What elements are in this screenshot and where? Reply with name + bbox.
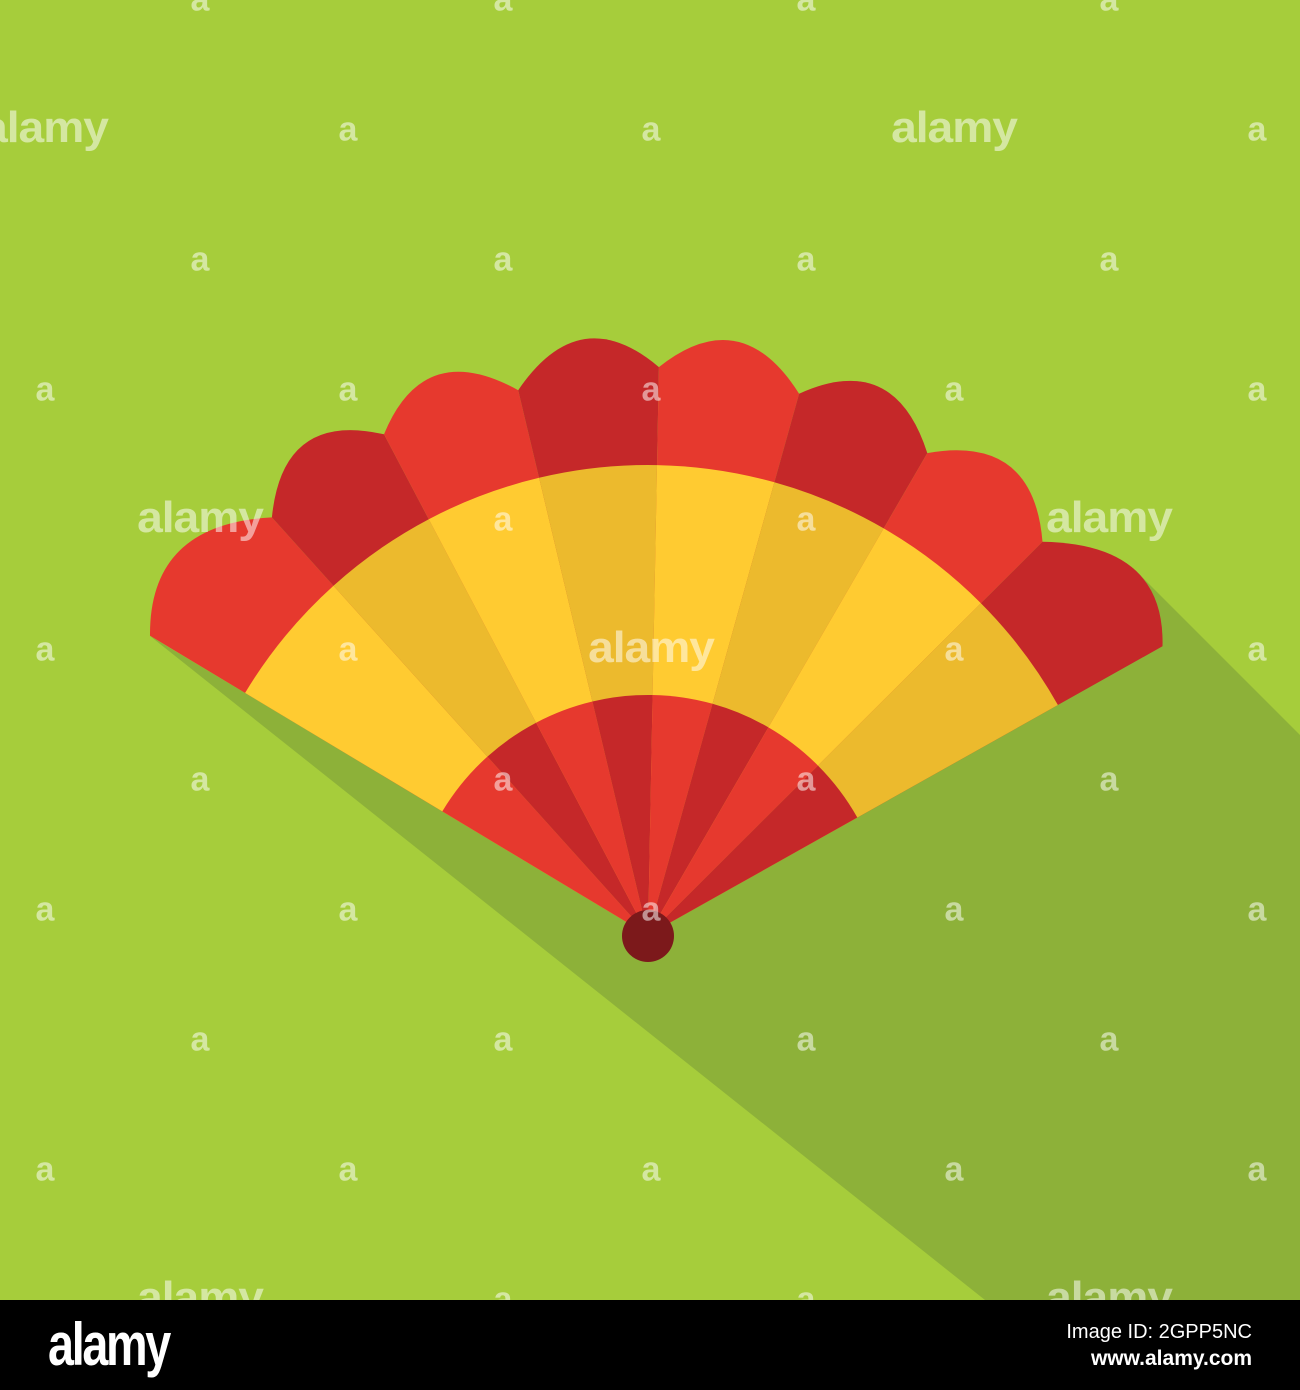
footer-meta: Image ID: 2GPP5NC www.alamy.com bbox=[1066, 1320, 1252, 1372]
artwork-area: alamyalamyalamyalamyalamyalamyalamyaaaaa… bbox=[0, 0, 1300, 1300]
fan-pivot-rivet bbox=[622, 910, 674, 962]
fan-pleat-inner-4 bbox=[592, 694, 653, 935]
fan-long-shadow bbox=[150, 568, 1300, 1300]
fan-pleat-inner-8 bbox=[648, 765, 858, 935]
fan-illustration bbox=[149, 338, 1300, 1300]
fan-pleat-inner-3 bbox=[536, 701, 648, 935]
fan-pleat-inner-1 bbox=[442, 756, 648, 935]
fan-pleat-inner-6 bbox=[648, 703, 769, 935]
alamy-logo: alamy bbox=[48, 1311, 171, 1378]
alamy-url: www.alamy.com bbox=[1090, 1347, 1252, 1370]
footer-bar: alamy Image ID: 2GPP5NC www.alamy.com bbox=[0, 1300, 1300, 1390]
fan-pleat-inner-7 bbox=[648, 727, 818, 935]
fan-pleat-inner-2 bbox=[487, 722, 648, 935]
fan-pleat-inner-5 bbox=[648, 695, 713, 935]
image-id-text: Image ID: 2GPP5NC bbox=[1066, 1321, 1252, 1343]
